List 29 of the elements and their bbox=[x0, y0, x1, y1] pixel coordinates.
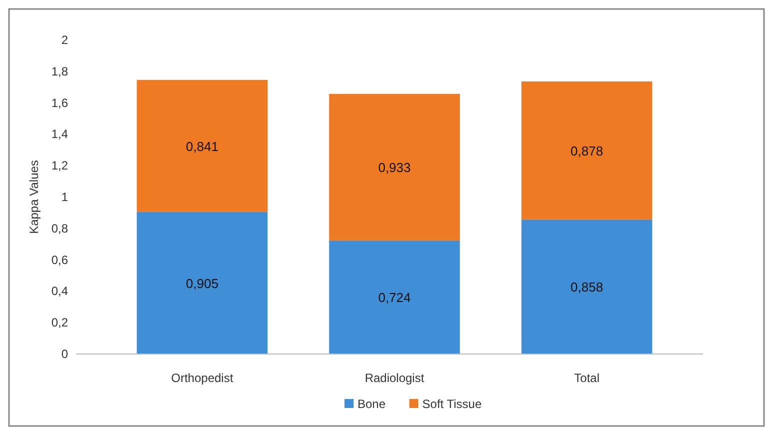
bar bbox=[329, 240, 460, 354]
legend-label: Bone bbox=[358, 397, 386, 411]
y-tick-label: 1,6 bbox=[51, 96, 68, 110]
bar bbox=[521, 81, 652, 220]
y-tick-label: 2 bbox=[61, 33, 68, 47]
data-label: 0,933 bbox=[378, 160, 411, 176]
data-label: 0,841 bbox=[186, 138, 218, 154]
y-tick-label: 1 bbox=[61, 190, 68, 204]
bar bbox=[136, 212, 268, 354]
x-tick-label: Radiologist bbox=[364, 371, 425, 385]
x-tick-label: Orthopedist bbox=[171, 371, 234, 385]
data-label: 0,724 bbox=[378, 290, 411, 306]
bar bbox=[136, 80, 268, 212]
y-axis-title: Kappa Values bbox=[27, 160, 41, 234]
y-tick-label: 0,6 bbox=[51, 252, 68, 267]
y-tick-label: 1,2 bbox=[51, 158, 68, 173]
data-label: 0,878 bbox=[570, 143, 604, 158]
legend-label: Soft Tissue bbox=[422, 397, 482, 411]
y-tick-label: 0 bbox=[61, 347, 68, 361]
x-tick-label: Total bbox=[574, 371, 600, 385]
y-tick-label: 1,4 bbox=[51, 127, 68, 142]
data-label: 0,905 bbox=[186, 276, 218, 291]
y-tick-label: 1,8 bbox=[51, 64, 68, 78]
data-label: 0,858 bbox=[570, 280, 604, 295]
bar bbox=[329, 94, 460, 240]
bar bbox=[521, 219, 652, 354]
y-tick-label: 0,4 bbox=[51, 284, 68, 298]
y-tick-label: 0,8 bbox=[51, 221, 68, 236]
y-tick-label: 0,2 bbox=[51, 316, 68, 330]
